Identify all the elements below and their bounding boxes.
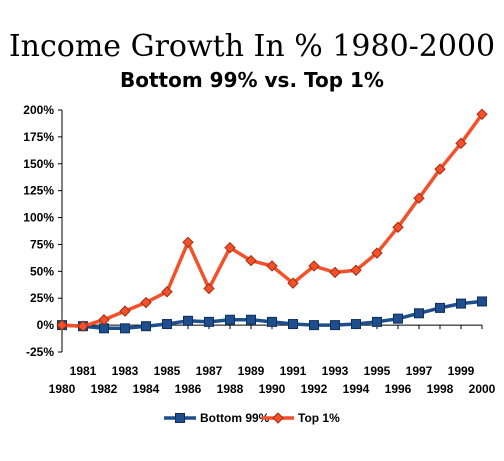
series-area	[56, 108, 488, 334]
data-point	[77, 320, 89, 332]
data-point	[267, 316, 277, 327]
data-point	[141, 321, 151, 332]
data-point	[161, 286, 173, 298]
data-point	[224, 241, 236, 254]
data-point	[392, 221, 404, 233]
x-tick-label: 1991	[280, 364, 307, 378]
data-point	[456, 298, 466, 309]
x-tick-label: 1990	[259, 382, 286, 396]
x-tick-label: 1994	[343, 382, 370, 396]
x-tick-label: 1995	[364, 364, 391, 378]
x-tick-label: 1992	[301, 382, 328, 396]
data-point	[350, 264, 362, 276]
data-point	[140, 296, 152, 309]
data-point	[329, 266, 341, 279]
data-point	[204, 316, 214, 327]
x-tick-label: 1983	[112, 364, 139, 378]
data-point	[330, 320, 340, 331]
x-tick-label: 1988	[217, 382, 244, 396]
x-tick-label: 1981	[70, 364, 97, 378]
y-tick-label: 50%	[30, 264, 54, 278]
data-point	[413, 192, 425, 204]
data-point	[246, 314, 256, 325]
x-tick-label: 1998	[427, 382, 454, 396]
data-point	[371, 247, 383, 259]
data-point	[288, 319, 298, 330]
series-top-1	[56, 108, 488, 332]
x-tick-label: 1982	[91, 382, 118, 396]
x-tick-label: 1999	[448, 364, 475, 378]
x-tick-label: 2000	[469, 382, 496, 396]
data-point	[414, 308, 424, 319]
x-tick-label: 1989	[238, 364, 265, 378]
legend-item: Top 1%	[262, 411, 340, 425]
legend-label: Top 1%	[298, 411, 340, 425]
x-tick-label: 1980	[49, 382, 76, 396]
data-point	[434, 163, 446, 175]
data-point	[308, 260, 320, 272]
x-tick-label: 1996	[385, 382, 412, 396]
data-point	[372, 316, 382, 327]
data-point	[120, 323, 130, 334]
legend: Bottom 99% Top 1%	[164, 411, 340, 425]
data-point	[309, 320, 319, 331]
data-point	[182, 236, 194, 249]
x-tick-label: 1993	[322, 364, 349, 378]
legend-swatch-marker	[175, 413, 185, 423]
y-tick-label: 125%	[23, 184, 54, 198]
legend-swatch-marker	[272, 412, 284, 424]
data-point	[477, 296, 487, 307]
series-line	[61, 113, 484, 328]
data-point	[393, 313, 403, 324]
data-point	[351, 319, 361, 330]
data-point	[245, 254, 257, 267]
y-tick-label: 0%	[37, 318, 55, 332]
y-tick-label: 100%	[23, 211, 54, 225]
y-tick-label: 200%	[23, 103, 54, 117]
y-tick-label: 150%	[23, 157, 54, 171]
data-point	[266, 260, 278, 272]
data-point	[287, 277, 299, 289]
legend-item: Bottom 99%	[164, 411, 270, 425]
y-tick-label: 25%	[30, 291, 54, 305]
legend-label: Bottom 99%	[200, 411, 270, 425]
data-point	[476, 108, 488, 121]
x-tick-label: 1984	[133, 382, 160, 396]
data-point	[455, 137, 467, 150]
series-bottom-99	[57, 296, 487, 334]
data-point	[225, 314, 235, 325]
chart-title: Income Growth In % 1980-2000	[9, 29, 495, 64]
y-tick-label: 75%	[30, 237, 54, 251]
y-tick-label: 175%	[23, 130, 54, 144]
x-tick-label: 1987	[196, 364, 223, 378]
data-point	[183, 315, 193, 326]
data-point	[56, 319, 68, 331]
x-tick-label: 1997	[406, 364, 433, 378]
data-point	[119, 305, 131, 317]
x-tick-label: 1986	[175, 382, 202, 396]
data-point	[203, 282, 215, 295]
axes: -25% 0% 25% 50% 75% 100% 125% 150% 175% 200% 1980 1…	[23, 103, 495, 396]
chart-subtitle: Bottom 99% vs. Top 1%	[120, 68, 384, 92]
data-point	[162, 319, 172, 330]
data-point	[98, 314, 110, 326]
data-point	[435, 302, 445, 313]
x-tick-label: 1985	[154, 364, 181, 378]
y-tick-label: -25%	[26, 345, 54, 359]
